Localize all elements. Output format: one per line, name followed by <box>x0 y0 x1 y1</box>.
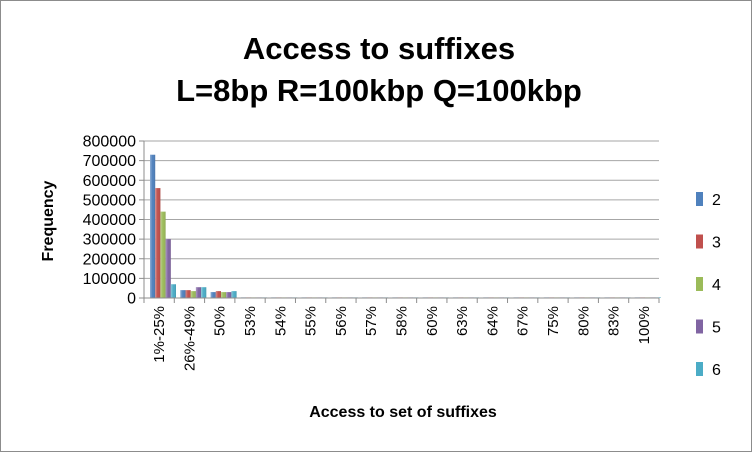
x-tick-label: 50% <box>212 306 229 336</box>
x-tick-label: 1%-25% <box>151 306 168 363</box>
legend-label-6: 6 <box>712 362 721 379</box>
bar-shading <box>160 211 166 298</box>
y-axis-label: Frequency <box>40 180 57 261</box>
bar-shading <box>180 290 186 298</box>
legend-label-2: 2 <box>712 192 721 209</box>
x-axis-label: Access to set of suffixes <box>309 404 497 421</box>
x-tick-label: 56% <box>333 306 350 336</box>
legend-label-4: 4 <box>712 277 721 294</box>
legend-swatch-3 <box>696 234 703 249</box>
chart-title: Access to suffixes <box>243 31 515 66</box>
bar-shading <box>155 188 161 298</box>
gridlines <box>144 140 659 279</box>
legend-label-5: 5 <box>712 320 721 337</box>
x-tick-label: 63% <box>454 306 471 336</box>
legend: 2 3 4 5 6 <box>696 192 721 379</box>
y-tick-label: 300000 <box>83 232 136 249</box>
y-tick-label: 600000 <box>83 173 136 190</box>
x-tick-label: 54% <box>272 306 289 336</box>
x-tick-label: 57% <box>363 306 380 336</box>
x-tick-label: 83% <box>606 306 623 336</box>
chart-subtitle: L=8bp R=100kbp Q=100kbp <box>176 73 582 108</box>
bar-shading <box>165 239 171 298</box>
bar-shading <box>190 291 196 298</box>
legend-swatch-6 <box>696 362 703 376</box>
x-tick-label: 26%-49% <box>181 306 198 371</box>
legend-swatch-4 <box>696 277 703 291</box>
x-axis-ticks: 1%-25% 26%-49% 50% 53% 54% 55% 56% 57% 58% 60% 63%… <box>143 298 660 371</box>
x-tick-label: 58% <box>394 306 411 336</box>
x-tick-label: 60% <box>424 306 441 336</box>
x-tick-label: 80% <box>575 306 592 336</box>
x-tick-label: 100% <box>636 306 653 344</box>
y-tick-label: 700000 <box>83 153 136 170</box>
y-tick-label: 500000 <box>83 192 136 209</box>
x-tick-label: 67% <box>515 306 532 336</box>
legend-swatch-2 <box>696 192 703 206</box>
bar-shading <box>170 284 176 298</box>
x-tick-label: 55% <box>303 306 320 336</box>
bar-shading <box>226 292 232 298</box>
x-tick-label: 53% <box>242 306 259 336</box>
y-tick-label: 0 <box>127 291 136 308</box>
bar-shading <box>201 287 207 298</box>
x-tick-label: 64% <box>484 306 501 336</box>
legend-label-3: 3 <box>712 235 721 252</box>
y-tick-label: 400000 <box>83 212 136 229</box>
bar-shading <box>220 292 227 298</box>
axes <box>143 141 659 299</box>
bar-shading <box>150 154 156 298</box>
legend-swatch-5 <box>696 319 703 334</box>
y-tick-label: 800000 <box>83 134 136 151</box>
bars <box>150 154 661 298</box>
y-tick-label: 100000 <box>83 271 136 288</box>
bar-shading <box>185 290 191 298</box>
y-tick-label: 200000 <box>83 251 136 268</box>
bar-shading <box>195 287 202 298</box>
y-axis-ticks: 0 100000 200000 300000 400000 500000 600000 700… <box>83 134 144 308</box>
bar-shading <box>215 291 221 298</box>
bar-shading <box>210 292 216 298</box>
x-tick-label: 75% <box>545 306 562 336</box>
bar-shading <box>231 291 237 298</box>
